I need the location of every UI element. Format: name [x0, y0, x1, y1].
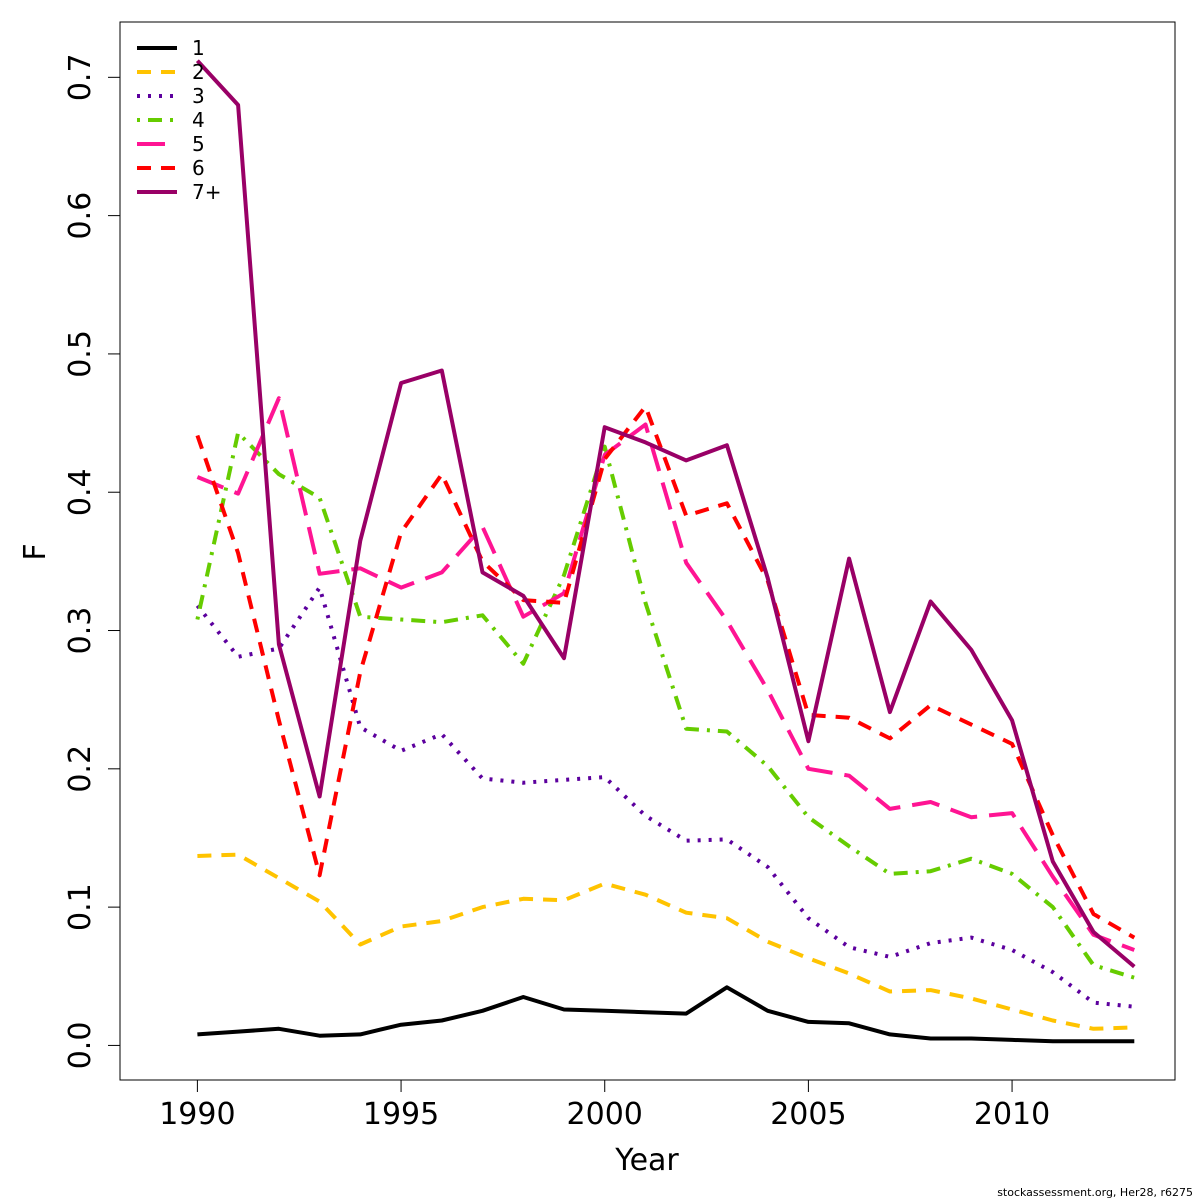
- legend-label: 5: [192, 132, 205, 156]
- x-tick-label: 1990: [159, 1097, 235, 1132]
- series-line-4: [195, 430, 1135, 980]
- series-line-7plus: [195, 59, 1136, 969]
- series-line-5: [196, 396, 1135, 952]
- legend-label: 4: [192, 108, 205, 132]
- y-tick-label: 0.0: [63, 1022, 98, 1070]
- y-tick-label: 0.4: [63, 468, 98, 516]
- legend-label: 2: [192, 60, 205, 84]
- credit-text: stockassessment.org, Her28, r6275: [997, 1186, 1193, 1199]
- y-tick-label: 0.3: [63, 607, 98, 655]
- legend-label: 3: [192, 84, 205, 108]
- x-tick-label: 1995: [363, 1097, 439, 1132]
- y-axis-label: F: [18, 543, 53, 560]
- plot-frame: [119, 21, 1176, 1081]
- y-tick-label: 0.1: [63, 883, 98, 931]
- legend-label: 7+: [192, 180, 221, 204]
- series-line-2: [197, 852, 1135, 1031]
- series-line-1: [197, 985, 1135, 1044]
- x-tick-label: 2005: [770, 1097, 846, 1132]
- x-tick-label: 2010: [974, 1097, 1050, 1132]
- y-tick-label: 0.2: [63, 745, 98, 793]
- legend-label: 6: [192, 156, 205, 180]
- series-line-3: [195, 585, 1135, 1009]
- legend-label: 1: [192, 36, 205, 60]
- y-tick-label: 0.5: [63, 330, 98, 378]
- axes: 1990 1995 2000 2005 2010 0.0 0.1 0.2 0.3 0.4 0.5 0.…: [63, 21, 1176, 1132]
- x-tick-label: 2000: [567, 1097, 643, 1132]
- y-tick-label: 0.6: [63, 192, 98, 240]
- series-lines: [195, 59, 1136, 1044]
- x-axis-label: Year: [614, 1143, 679, 1178]
- series-line-6: [195, 404, 1136, 940]
- y-tick-label: 0.7: [63, 53, 98, 101]
